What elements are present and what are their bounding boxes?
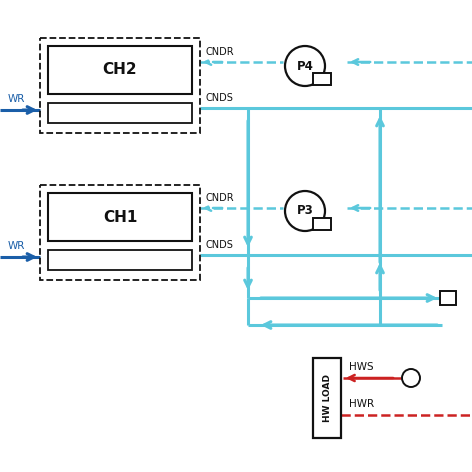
Circle shape bbox=[402, 369, 420, 387]
Circle shape bbox=[285, 191, 325, 231]
Bar bbox=[40, 38, 200, 133]
Bar bbox=[40, 185, 200, 280]
Bar bbox=[440, 291, 456, 305]
Text: CNDR: CNDR bbox=[205, 193, 234, 203]
Text: CH2: CH2 bbox=[103, 62, 137, 77]
Bar bbox=[48, 193, 192, 241]
Bar bbox=[313, 73, 331, 85]
Bar bbox=[313, 218, 331, 230]
Text: WR: WR bbox=[8, 94, 25, 104]
Text: HW LOAD: HW LOAD bbox=[322, 374, 331, 422]
Text: HWS: HWS bbox=[349, 362, 374, 372]
Circle shape bbox=[285, 46, 325, 86]
Text: CH1: CH1 bbox=[103, 210, 137, 225]
Text: P4: P4 bbox=[296, 59, 313, 73]
Text: WR: WR bbox=[8, 241, 25, 251]
Bar bbox=[48, 250, 192, 270]
Bar bbox=[313, 358, 341, 438]
Text: P3: P3 bbox=[296, 204, 313, 218]
Text: CNDS: CNDS bbox=[205, 240, 233, 250]
Bar bbox=[48, 103, 192, 123]
Text: HWR: HWR bbox=[349, 399, 374, 409]
Bar bbox=[48, 46, 192, 94]
Text: CNDS: CNDS bbox=[205, 93, 233, 103]
Text: CNDR: CNDR bbox=[205, 47, 234, 57]
